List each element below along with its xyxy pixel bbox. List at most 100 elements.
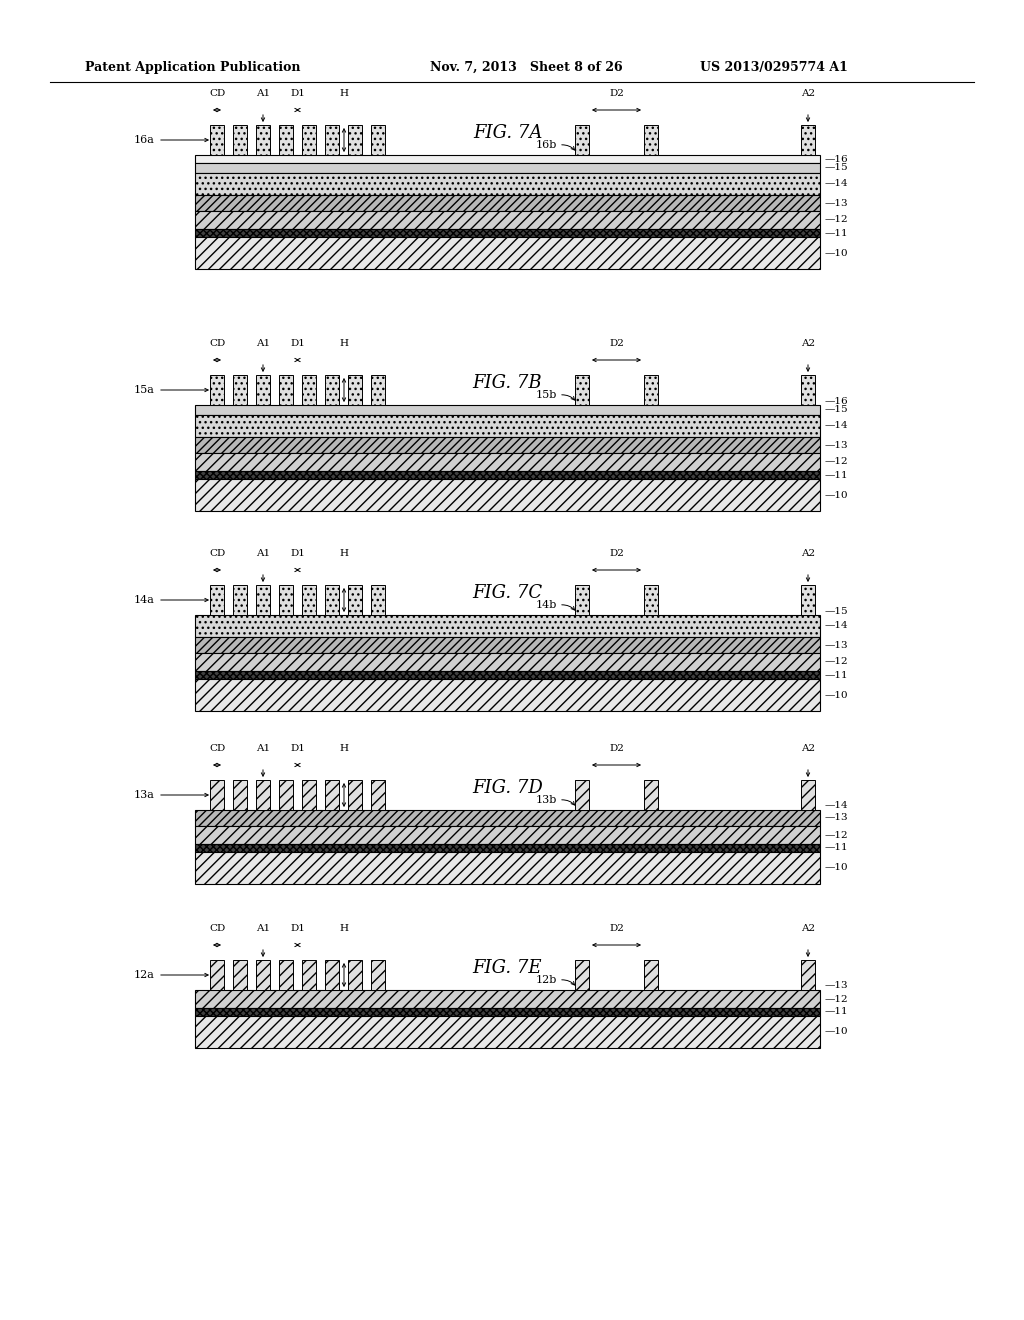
Bar [371, 585, 385, 615]
Bar [801, 585, 815, 615]
Bar [325, 125, 339, 154]
Text: D2: D2 [609, 924, 624, 933]
Text: —16: —16 [825, 154, 849, 164]
Bar [644, 585, 658, 615]
Bar [210, 960, 224, 990]
Bar [195, 851, 820, 884]
Bar [575, 125, 589, 154]
Bar [195, 615, 820, 638]
Bar [325, 585, 339, 615]
Bar [801, 375, 815, 405]
Text: US 2013/0295774 A1: US 2013/0295774 A1 [700, 61, 848, 74]
Text: FIG. 7E: FIG. 7E [473, 960, 543, 977]
Bar [575, 585, 589, 615]
Text: —10: —10 [825, 690, 849, 700]
Text: D2: D2 [609, 88, 624, 98]
Bar [348, 125, 362, 154]
Bar [195, 479, 820, 511]
Bar [195, 162, 820, 173]
Text: —11: —11 [825, 470, 849, 479]
Bar [195, 414, 820, 437]
Bar [195, 826, 820, 843]
Text: —15: —15 [825, 164, 849, 173]
Bar [195, 653, 820, 671]
Text: 13b: 13b [536, 795, 557, 805]
Text: D2: D2 [609, 744, 624, 752]
Text: A2: A2 [801, 549, 815, 558]
Bar [279, 585, 293, 615]
Text: 16b: 16b [536, 140, 557, 150]
Text: CD: CD [209, 924, 225, 933]
Bar [233, 125, 247, 154]
Text: —13: —13 [825, 813, 849, 822]
Text: —11: —11 [825, 671, 849, 680]
Bar [195, 238, 820, 269]
Text: D1: D1 [290, 549, 305, 558]
Bar [348, 585, 362, 615]
Text: —15: —15 [825, 405, 849, 414]
Bar [325, 375, 339, 405]
Bar [233, 375, 247, 405]
Bar [256, 780, 270, 810]
Bar [195, 405, 820, 414]
Text: —11: —11 [825, 843, 849, 853]
Text: A1: A1 [256, 339, 270, 348]
Bar [279, 960, 293, 990]
Bar [210, 780, 224, 810]
Text: H: H [340, 744, 348, 752]
Bar [325, 960, 339, 990]
Bar [325, 780, 339, 810]
Text: —10: —10 [825, 1027, 849, 1036]
Text: —12: —12 [825, 215, 849, 224]
Text: —12: —12 [825, 458, 849, 466]
Text: A1: A1 [256, 549, 270, 558]
Text: —14: —14 [825, 421, 849, 430]
Text: CD: CD [209, 549, 225, 558]
Text: —10: —10 [825, 863, 849, 873]
Bar [195, 810, 820, 826]
Text: H: H [340, 88, 348, 98]
Text: Patent Application Publication: Patent Application Publication [85, 61, 300, 74]
Text: —16: —16 [825, 396, 849, 405]
Bar [195, 990, 820, 1008]
Text: —12: —12 [825, 830, 849, 840]
Text: —14: —14 [825, 622, 849, 631]
Bar [210, 125, 224, 154]
Text: H: H [340, 339, 348, 348]
Text: —14: —14 [825, 801, 849, 810]
Bar [233, 780, 247, 810]
Bar [302, 585, 316, 615]
Text: 14b: 14b [536, 601, 557, 610]
Text: —13: —13 [825, 982, 849, 990]
Bar [195, 437, 820, 453]
Text: FIG. 7A: FIG. 7A [473, 124, 542, 143]
Text: A2: A2 [801, 339, 815, 348]
Text: —15: —15 [825, 606, 849, 615]
Bar [256, 125, 270, 154]
Text: 15a: 15a [134, 385, 155, 395]
Text: —11: —11 [825, 228, 849, 238]
Bar [371, 125, 385, 154]
Text: H: H [340, 549, 348, 558]
Text: —11: —11 [825, 1007, 849, 1016]
Bar [195, 1008, 820, 1016]
Bar [195, 843, 820, 851]
Text: —10: —10 [825, 491, 849, 499]
Bar [801, 125, 815, 154]
Text: —12: —12 [825, 994, 849, 1003]
Bar [195, 173, 820, 195]
Text: D1: D1 [290, 744, 305, 752]
Text: 12b: 12b [536, 975, 557, 985]
Text: —12: —12 [825, 657, 849, 667]
Bar [279, 125, 293, 154]
Bar [195, 195, 820, 211]
Bar [195, 1016, 820, 1048]
Bar [644, 375, 658, 405]
Bar [195, 154, 820, 162]
Bar [644, 960, 658, 990]
Text: CD: CD [209, 744, 225, 752]
Text: —13: —13 [825, 198, 849, 207]
Text: A1: A1 [256, 744, 270, 752]
Text: 13a: 13a [134, 789, 155, 800]
Text: 14a: 14a [134, 595, 155, 605]
